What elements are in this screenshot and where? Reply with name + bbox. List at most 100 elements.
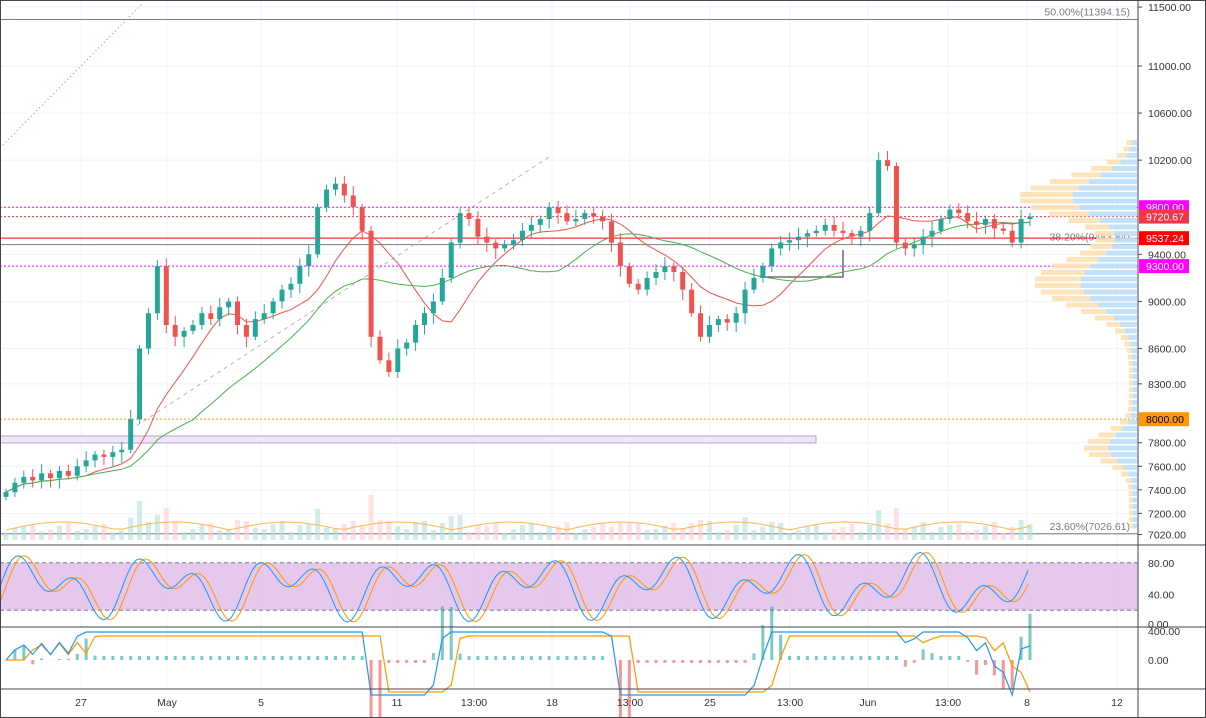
- candle-body[interactable]: [404, 342, 410, 349]
- candle-body[interactable]: [279, 289, 285, 302]
- candle-body[interactable]: [778, 242, 784, 249]
- candle-body[interactable]: [867, 213, 873, 231]
- candle-body[interactable]: [65, 470, 71, 476]
- candle-body[interactable]: [733, 313, 739, 323]
- candle-body[interactable]: [502, 244, 508, 249]
- candle-body[interactable]: [893, 166, 899, 243]
- candle-body[interactable]: [680, 272, 686, 290]
- candle-body[interactable]: [413, 324, 419, 343]
- candle-body[interactable]: [21, 476, 27, 483]
- candle-body[interactable]: [769, 248, 775, 267]
- candle-body[interactable]: [591, 213, 597, 217]
- candle-body[interactable]: [813, 230, 819, 234]
- candle-body[interactable]: [83, 460, 89, 467]
- candle-body[interactable]: [466, 213, 472, 220]
- candle-body[interactable]: [163, 266, 169, 325]
- time-axis[interactable]: 27 May 5 11 13:00 18 13:00 25 13:00 Jun 13:00 8 12: [75, 697, 1123, 709]
- candle-body[interactable]: [386, 360, 392, 373]
- candle-body[interactable]: [288, 283, 294, 290]
- candle-body[interactable]: [822, 224, 828, 231]
- candle-body[interactable]: [3, 492, 9, 497]
- candle-body[interactable]: [74, 466, 80, 476]
- candle-body[interactable]: [457, 213, 463, 243]
- candle-body[interactable]: [600, 216, 606, 222]
- candle-body[interactable]: [101, 454, 107, 457]
- candle-body[interactable]: [12, 482, 18, 493]
- candle-body[interactable]: [110, 452, 116, 457]
- candle-body[interactable]: [235, 301, 241, 325]
- candle-body[interactable]: [92, 454, 98, 461]
- candle-body[interactable]: [671, 266, 677, 272]
- candle-body[interactable]: [555, 207, 561, 214]
- candle-body[interactable]: [715, 319, 721, 325]
- candle-body[interactable]: [519, 230, 525, 241]
- candle-body[interactable]: [858, 230, 864, 237]
- candle-body[interactable]: [199, 313, 205, 325]
- candle-body[interactable]: [947, 209, 953, 220]
- candle-body[interactable]: [306, 254, 312, 267]
- candle-body[interactable]: [448, 242, 454, 278]
- candle-body[interactable]: [181, 330, 187, 337]
- candle-body[interactable]: [475, 219, 481, 237]
- candle-body[interactable]: [56, 470, 62, 479]
- candle-body[interactable]: [706, 324, 712, 337]
- candle-body[interactable]: [956, 209, 962, 214]
- candle-body[interactable]: [582, 213, 588, 220]
- candle-body[interactable]: [528, 224, 534, 231]
- candle-body[interactable]: [243, 324, 249, 337]
- candle-body[interactable]: [698, 313, 704, 337]
- candle-body[interactable]: [626, 266, 632, 284]
- candle-body[interactable]: [48, 473, 54, 479]
- candle-body[interactable]: [876, 160, 882, 214]
- candle-body[interactable]: [760, 266, 766, 278]
- candle-body[interactable]: [573, 219, 579, 222]
- candle-body[interactable]: [395, 348, 401, 373]
- candle-body[interactable]: [902, 242, 908, 249]
- candle-body[interactable]: [190, 324, 196, 331]
- candle-body[interactable]: [689, 289, 695, 314]
- candle-body[interactable]: [991, 219, 997, 229]
- candle-body[interactable]: [128, 419, 134, 450]
- candle-body[interactable]: [30, 476, 36, 481]
- candle-body[interactable]: [350, 195, 356, 208]
- candle-body[interactable]: [341, 183, 347, 196]
- candle-body[interactable]: [608, 221, 614, 243]
- candle-body[interactable]: [119, 449, 125, 453]
- candle-body[interactable]: [617, 242, 623, 267]
- candle-body[interactable]: [332, 183, 338, 190]
- candle-body[interactable]: [885, 160, 891, 167]
- candle-body[interactable]: [493, 242, 499, 249]
- candle-body[interactable]: [430, 301, 436, 314]
- candle-body[interactable]: [787, 240, 793, 243]
- candle-body[interactable]: [742, 289, 748, 314]
- candle-body[interactable]: [261, 313, 267, 320]
- candle-body[interactable]: [804, 233, 810, 237]
- candles[interactable]: [3, 150, 1033, 501]
- candle-body[interactable]: [484, 236, 490, 243]
- candle-body[interactable]: [1018, 219, 1024, 243]
- candle-body[interactable]: [564, 213, 570, 222]
- candle-body[interactable]: [252, 319, 258, 337]
- candle-body[interactable]: [368, 230, 374, 337]
- candle-body[interactable]: [324, 189, 330, 208]
- candle-body[interactable]: [145, 313, 151, 349]
- candle-body[interactable]: [217, 307, 223, 320]
- candle-body[interactable]: [422, 313, 428, 325]
- candle-body[interactable]: [974, 221, 980, 225]
- candle-body[interactable]: [137, 348, 143, 420]
- candle-body[interactable]: [831, 224, 837, 231]
- candle-body[interactable]: [751, 277, 757, 290]
- candle-body[interactable]: [226, 301, 232, 308]
- candle-body[interactable]: [849, 233, 855, 237]
- candle-body[interactable]: [911, 244, 917, 249]
- candle-body[interactable]: [662, 266, 668, 272]
- candle-body[interactable]: [172, 324, 178, 337]
- candle-body[interactable]: [270, 301, 276, 314]
- candle-body[interactable]: [511, 240, 517, 245]
- candle-body[interactable]: [938, 219, 944, 231]
- candle-body[interactable]: [724, 319, 730, 323]
- candle-body[interactable]: [929, 230, 935, 237]
- candle-body[interactable]: [154, 266, 160, 314]
